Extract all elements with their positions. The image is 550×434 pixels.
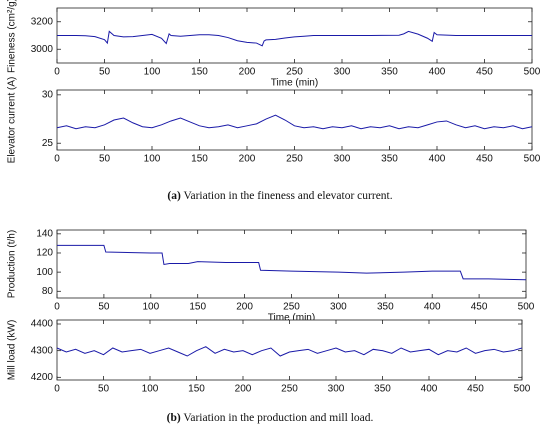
x-tick-label: 150 xyxy=(188,384,205,395)
y-tick-label: 120 xyxy=(36,248,53,259)
x-tick-label: 500 xyxy=(524,67,541,78)
x-tick-label: 450 xyxy=(471,302,488,313)
x-tick-label: 150 xyxy=(191,154,208,165)
x-tick-label: 450 xyxy=(467,384,484,395)
plot-frame xyxy=(56,89,533,151)
x-tick-label: 350 xyxy=(381,67,398,78)
x-tick-label: 0 xyxy=(54,154,60,165)
x-tick-label: 0 xyxy=(54,384,60,395)
x-tick-label: 300 xyxy=(328,384,345,395)
x-tick-label: 450 xyxy=(476,154,493,165)
x-axis-label: Time (min) xyxy=(268,313,315,324)
x-tick-label: 200 xyxy=(236,302,253,313)
caption-b: (b) Variation in the production and mill… xyxy=(167,412,374,424)
data-line xyxy=(56,114,533,130)
x-tick-label: 50 xyxy=(98,302,110,313)
x-tick-label: 150 xyxy=(191,67,208,78)
y-tick-label: 30 xyxy=(42,89,54,100)
x-tick-label: 400 xyxy=(429,67,446,78)
y-axis-label: Mill load (kW) xyxy=(7,320,18,381)
x-tick-label: 300 xyxy=(334,67,351,78)
x-tick-label: 450 xyxy=(476,67,493,78)
y-tick-label: 80 xyxy=(42,286,54,297)
x-tick-label: 300 xyxy=(334,154,351,165)
plot-frame xyxy=(56,319,523,381)
y-tick-label: 25 xyxy=(42,138,54,149)
y-axis-label: Elevator current (A) xyxy=(7,77,18,164)
y-axis-label: Fineness (cm²/g) xyxy=(7,0,18,73)
x-tick-label: 350 xyxy=(374,384,391,395)
x-tick-label: 0 xyxy=(54,302,60,313)
data-line xyxy=(57,244,527,281)
y-tick-label: 100 xyxy=(36,267,53,278)
x-tick-label: 400 xyxy=(429,154,446,165)
x-tick-label: 200 xyxy=(239,67,256,78)
caption-prefix: (b) xyxy=(167,412,181,424)
x-tick-label: 250 xyxy=(286,154,303,165)
x-tick-label: 50 xyxy=(98,384,110,395)
y-tick-label: 3200 xyxy=(31,16,54,27)
x-axis-label: Time (min) xyxy=(271,78,318,89)
y-tick-label: 4300 xyxy=(31,345,54,356)
y-axis-label: Production (t/h) xyxy=(7,230,18,298)
x-tick-label: 100 xyxy=(142,302,159,313)
caption-text: Variation in the fineness and elevator c… xyxy=(183,190,392,202)
x-tick-label: 250 xyxy=(286,67,303,78)
x-tick-label: 200 xyxy=(235,384,252,395)
x-tick-label: 500 xyxy=(524,154,541,165)
caption-text: Variation in the production and mill loa… xyxy=(183,412,373,424)
x-tick-label: 100 xyxy=(142,384,159,395)
x-tick-label: 500 xyxy=(514,384,531,395)
x-tick-label: 250 xyxy=(281,384,298,395)
x-tick-label: 250 xyxy=(283,302,300,313)
x-tick-label: 400 xyxy=(424,302,441,313)
x-tick-label: 400 xyxy=(421,384,438,395)
x-tick-label: 500 xyxy=(518,302,535,313)
plot-frame xyxy=(56,229,527,299)
x-tick-label: 150 xyxy=(189,302,206,313)
x-tick-label: 100 xyxy=(144,154,161,165)
data-line xyxy=(57,30,532,47)
x-tick-label: 350 xyxy=(377,302,394,313)
x-tick-label: 350 xyxy=(381,154,398,165)
y-tick-label: 140 xyxy=(36,228,53,239)
y-tick-label: 4200 xyxy=(31,372,54,383)
caption-prefix: (a) xyxy=(167,190,181,202)
x-tick-label: 100 xyxy=(144,67,161,78)
x-tick-label: 300 xyxy=(330,302,347,313)
x-tick-label: 200 xyxy=(239,154,256,165)
y-tick-label: 3000 xyxy=(31,44,54,55)
y-tick-label: 4400 xyxy=(31,319,54,330)
x-tick-label: 50 xyxy=(99,67,111,78)
x-tick-label: 50 xyxy=(99,154,111,165)
data-line xyxy=(56,346,523,357)
x-tick-label: 0 xyxy=(54,67,60,78)
caption-a: (a) Variation in the fineness and elevat… xyxy=(167,190,392,202)
